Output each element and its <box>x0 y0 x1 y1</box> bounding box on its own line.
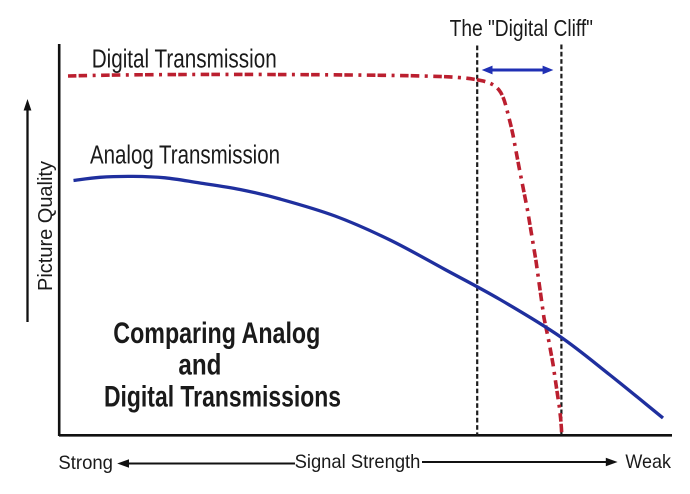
svg-text:and: and <box>178 349 221 382</box>
svg-text:Picture Quality: Picture Quality <box>35 161 57 291</box>
svg-text:Strong: Strong <box>58 452 113 474</box>
svg-text:The "Digital Cliff": The "Digital Cliff" <box>450 15 593 41</box>
svg-text:Digital Transmission: Digital Transmission <box>92 46 277 74</box>
svg-text:Digital Transmissions: Digital Transmissions <box>104 381 341 414</box>
svg-text:Comparing Analog: Comparing Analog <box>113 317 320 350</box>
svg-text:Weak: Weak <box>625 451 671 473</box>
svg-text:Analog Transmission: Analog Transmission <box>90 141 280 169</box>
svg-text:Signal Strength: Signal Strength <box>295 451 421 473</box>
